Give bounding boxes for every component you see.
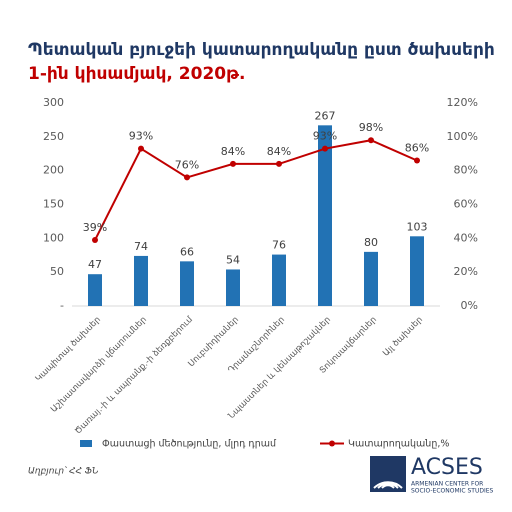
- data-label: 103: [407, 220, 428, 233]
- data-label: 93%: [129, 130, 153, 143]
- line-marker: [184, 174, 190, 181]
- line-marker: [368, 137, 374, 144]
- line-marker: [230, 160, 236, 167]
- chart-subtitle: 1-ին կիսամյակ, 2020թ.: [28, 64, 245, 84]
- y2-tick-label: 80%: [454, 164, 478, 177]
- data-label: 54: [226, 253, 240, 266]
- y2-tick-label: 60%: [454, 198, 478, 211]
- y2-tick-label: 0%: [461, 299, 478, 312]
- line-marker: [322, 145, 328, 152]
- bar: [226, 269, 240, 306]
- chart-title: Պետական բյուջեի կատարողականը ըստ ծախսերի: [28, 40, 495, 60]
- line-marker: [138, 145, 144, 152]
- bar: [180, 261, 194, 306]
- line-marker: [276, 160, 282, 167]
- data-label: 39%: [83, 221, 107, 234]
- y-tick-label: 300: [43, 96, 64, 109]
- legend-label: Կատարողականը,%: [348, 439, 449, 450]
- y-tick-label: 200: [43, 164, 64, 177]
- data-label: 84%: [267, 145, 291, 158]
- y2-tick-label: 40%: [454, 231, 478, 244]
- data-label: 76: [272, 239, 286, 252]
- logo-arcs: [373, 481, 403, 489]
- y2-tick-label: 120%: [447, 96, 478, 109]
- logo-line: SOCIO-ECONOMIC STUDIES: [411, 488, 494, 495]
- bar: [318, 125, 332, 306]
- legend-swatch: [80, 440, 92, 447]
- y2-tick-label: 20%: [454, 265, 478, 278]
- logo: ACSES ARMENIAN CENTER FOR SOCIO-ECONOMIC…: [370, 455, 494, 495]
- logo-name: ACSES: [411, 455, 483, 480]
- y2-tick-label: 100%: [447, 130, 478, 143]
- data-label: 47: [88, 258, 102, 271]
- bar: [88, 274, 102, 306]
- data-label: 93%: [313, 130, 337, 143]
- data-label: 66: [180, 245, 194, 258]
- line: [94, 139, 418, 241]
- y-tick-label: 100: [43, 231, 64, 244]
- data-label: 80: [364, 236, 378, 249]
- y-tick-label: 250: [43, 130, 64, 143]
- logo-line: ARMENIAN CENTER FOR: [411, 481, 483, 488]
- y-tick-label: 150: [43, 198, 64, 211]
- line-marker: [414, 157, 420, 164]
- y-tick-label: -: [60, 299, 64, 312]
- data-label: 86%: [405, 142, 429, 155]
- data-label: 74: [134, 240, 148, 253]
- legend-label: Փաստացի մեծությունը, մլրդ դրամ: [102, 439, 277, 450]
- data-label: 267: [315, 109, 336, 122]
- line-marker: [92, 237, 98, 244]
- data-label: 76%: [175, 158, 199, 171]
- y-tick-label: 50: [50, 265, 64, 278]
- bar: [272, 254, 286, 306]
- legend-swatch: [329, 440, 335, 447]
- bar: [410, 236, 424, 306]
- data-label: 84%: [221, 145, 245, 158]
- bar: [364, 251, 378, 306]
- source: Աղբյուր՝ ՀՀ ՖՆ: [28, 466, 99, 477]
- data-label: 98%: [359, 121, 383, 134]
- bar: [134, 255, 148, 306]
